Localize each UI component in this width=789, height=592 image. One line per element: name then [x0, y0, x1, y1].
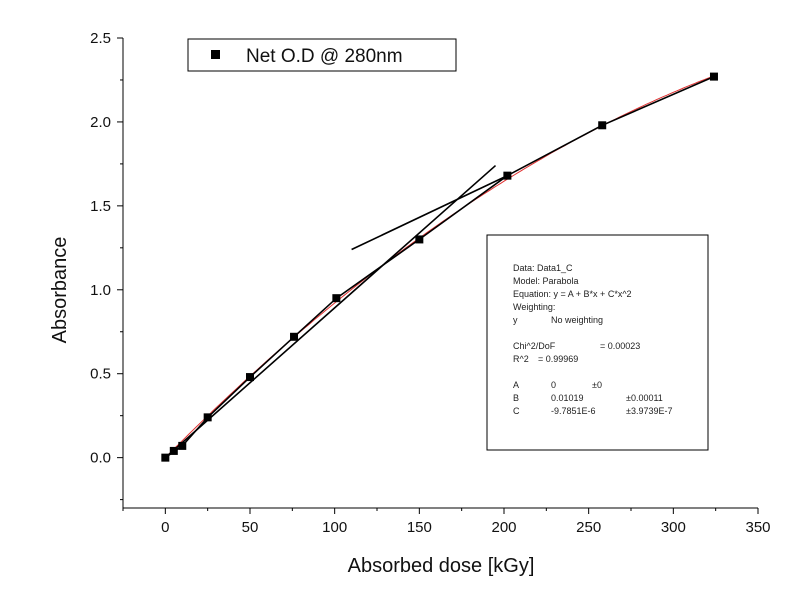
- x-axis-ticks: 0 50 100 150 200 250 300 350: [122, 508, 771, 536]
- tangent-line: [351, 174, 508, 251]
- data-point: [290, 332, 299, 341]
- data-point: [415, 235, 424, 244]
- fit-info-label: y: [513, 315, 518, 325]
- fit-info-error: ±3.9739E-7: [626, 406, 672, 416]
- fit-info-label: Weighting:: [513, 302, 555, 312]
- fit-info-error: ±0: [592, 380, 602, 390]
- fit-info-value: -9.7851E-6: [551, 406, 596, 416]
- fit-info-value: = 0.00023: [600, 341, 640, 351]
- tangent-line: [164, 164, 497, 459]
- x-tick-label: 150: [407, 519, 432, 536]
- fit-info-label: Chi^2/DoF: [513, 341, 556, 351]
- x-tick-label: 300: [661, 519, 686, 536]
- data-point: [203, 413, 212, 422]
- data-point: [503, 171, 512, 180]
- y-axis-ticks: 0.0 0.5 1.0 1.5 2.0 2.5: [90, 30, 123, 501]
- x-axis-title: Absorbed dose [kGy]: [348, 555, 535, 577]
- data-points-layer: [161, 72, 718, 462]
- line-layer: [164, 75, 715, 459]
- fit-info-label: Model: Parabola: [513, 276, 579, 286]
- fit-info-value: 0.01019: [551, 393, 584, 403]
- fit-info-error: ±0.00011: [626, 393, 663, 403]
- x-tick-label: 0: [161, 519, 169, 536]
- fit-info-value: = 0.99969: [538, 354, 578, 364]
- data-point: [178, 441, 187, 450]
- data-point: [598, 121, 607, 130]
- fit-info-label: B: [513, 393, 519, 403]
- fit-info-value: No weighting: [551, 315, 603, 325]
- y-tick-label: 0.5: [90, 366, 111, 383]
- y-tick-label: 1.5: [90, 198, 111, 215]
- fit-info-frame: [486, 234, 709, 451]
- data-point: [169, 446, 178, 455]
- fit-info-value: 0: [551, 380, 556, 390]
- plot-frame: [122, 38, 758, 509]
- fit-info-label: R^2: [513, 354, 529, 364]
- x-tick-label: 250: [576, 519, 601, 536]
- y-tick-label: 1.0: [90, 282, 111, 299]
- y-tick-label: 2.5: [90, 30, 111, 47]
- data-point: [161, 453, 170, 462]
- y-tick-label: 0.0: [90, 450, 111, 467]
- y-axis-title: Absorbance: [49, 237, 71, 344]
- x-tick-label: 200: [491, 519, 516, 536]
- fit-info-label: Equation: y = A + B*x + C*x^2: [513, 289, 632, 299]
- fit-info-lines: Data: Data1_C Model: Parabola Equation: y …: [513, 263, 672, 416]
- legend: Net O.D @ 280nm: [187, 38, 457, 72]
- x-tick-label: 100: [322, 519, 347, 536]
- x-tick-label: 50: [242, 519, 259, 536]
- legend-marker: [211, 50, 220, 59]
- y-tick-label: 2.0: [90, 114, 111, 131]
- legend-label: Net O.D @ 280nm: [246, 46, 403, 67]
- x-tick-label: 350: [745, 519, 770, 536]
- legend-box: [187, 38, 457, 72]
- fit-info-label: Data: Data1_C: [513, 263, 573, 273]
- fit-info-label: C: [513, 406, 520, 416]
- data-point: [246, 373, 254, 382]
- fit-info-box: Data: Data1_C Model: Parabola Equation: y …: [486, 234, 709, 451]
- data-point: [332, 294, 341, 303]
- data-point: [709, 72, 718, 81]
- fit-info-label: A: [513, 380, 519, 390]
